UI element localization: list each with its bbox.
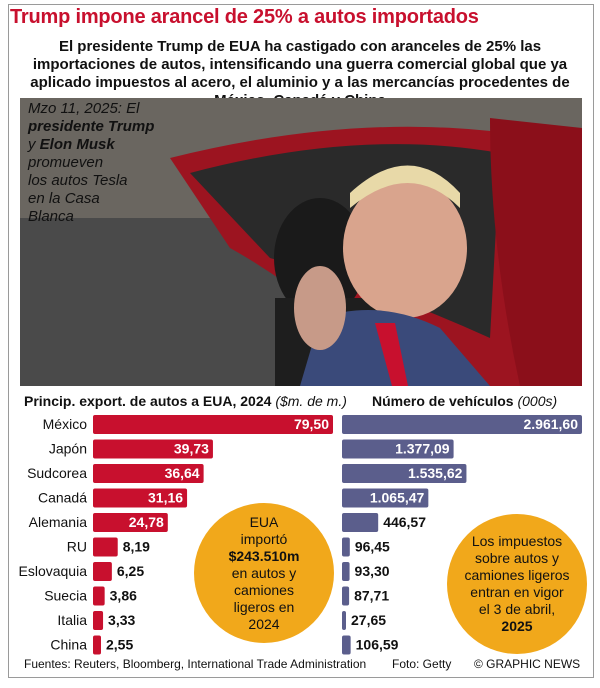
right-value-label: 1.377,09 <box>395 441 450 457</box>
right-bar <box>342 537 350 557</box>
right-bar <box>342 464 467 483</box>
left-category-label: Canadá <box>38 490 87 506</box>
left-bar <box>93 415 333 434</box>
right-bar <box>342 586 350 606</box>
right-value-label: 27,65 <box>351 612 386 628</box>
left-value-label: 6,25 <box>117 563 144 579</box>
left-bar <box>93 488 188 508</box>
right-info-bubble: Los impuestos sobre autos y camiones lig… <box>447 514 587 654</box>
left-value-label: 36,64 <box>165 465 200 481</box>
photo-illustration <box>20 98 582 386</box>
photo: Mzo 11, 2025: El presidente Trump y Elon… <box>20 98 582 386</box>
right-bar <box>342 611 346 630</box>
right-bar <box>342 635 351 655</box>
footer-sources: Fuentes: Reuters, Bloomberg, Internation… <box>24 657 367 671</box>
left-category-label: Suecia <box>44 588 87 604</box>
left-value-label: 39,73 <box>174 441 209 457</box>
left-bar <box>93 586 105 606</box>
right-value-label: 106,59 <box>356 637 399 653</box>
caption-name-musk: Elon Musk <box>39 136 115 153</box>
left-bar <box>93 513 168 532</box>
left-value-label: 31,16 <box>148 490 183 506</box>
left-bar <box>93 562 112 581</box>
left-value-label: 2,55 <box>106 637 133 653</box>
right-value-label: 2.961,60 <box>524 416 579 432</box>
left-category-label: China <box>50 637 87 653</box>
left-chart-title: Princip. export. de autos a EUA, 2024 ($… <box>24 393 347 409</box>
right-bar <box>342 415 582 434</box>
right-bar <box>342 562 350 581</box>
left-category-label: Italia <box>57 612 87 628</box>
caption-name-trump: presidente Trump <box>28 118 155 135</box>
right-value-label: 93,30 <box>355 563 390 579</box>
left-category-label: Eslovaquia <box>19 563 88 579</box>
left-category-label: Sudcorea <box>27 465 87 481</box>
right-chart-title: Número de vehículos (000s) <box>372 393 558 409</box>
right-bar <box>342 513 379 532</box>
left-bar <box>93 439 213 459</box>
right-value-label: 87,71 <box>354 588 389 604</box>
right-value-label: 446,57 <box>383 514 426 530</box>
page-title: Trump impone arancel de 25% a autos impo… <box>10 6 479 28</box>
right-bar <box>342 439 454 459</box>
left-category-label: RU <box>67 539 87 555</box>
left-category-label: Alemania <box>29 514 88 530</box>
left-bar <box>93 537 118 557</box>
right-bar <box>342 488 429 508</box>
left-category-label: Japón <box>49 441 87 457</box>
left-value-label: 8,19 <box>123 539 150 555</box>
left-info-bubble: EUA importó $243.510m en autos y camione… <box>194 503 334 643</box>
left-value-label: 24,78 <box>129 514 164 530</box>
left-value-label: 3,33 <box>108 612 135 628</box>
right-value-label: 96,45 <box>355 539 390 555</box>
footer-brand: © GRAPHIC NEWS <box>474 657 581 671</box>
photo-caption: Mzo 11, 2025: El presidente Trump y Elon… <box>28 100 155 225</box>
right-value-label: 1.535,62 <box>408 465 463 481</box>
left-value-label: 3,86 <box>110 588 137 604</box>
left-category-label: México <box>43 416 88 432</box>
left-value-label: 79,50 <box>294 416 329 432</box>
left-bar <box>93 635 101 655</box>
left-bar <box>93 611 104 630</box>
right-value-label: 1.065,47 <box>370 490 425 506</box>
left-bar <box>93 464 204 483</box>
footer-photo-credit: Foto: Getty <box>392 657 452 671</box>
